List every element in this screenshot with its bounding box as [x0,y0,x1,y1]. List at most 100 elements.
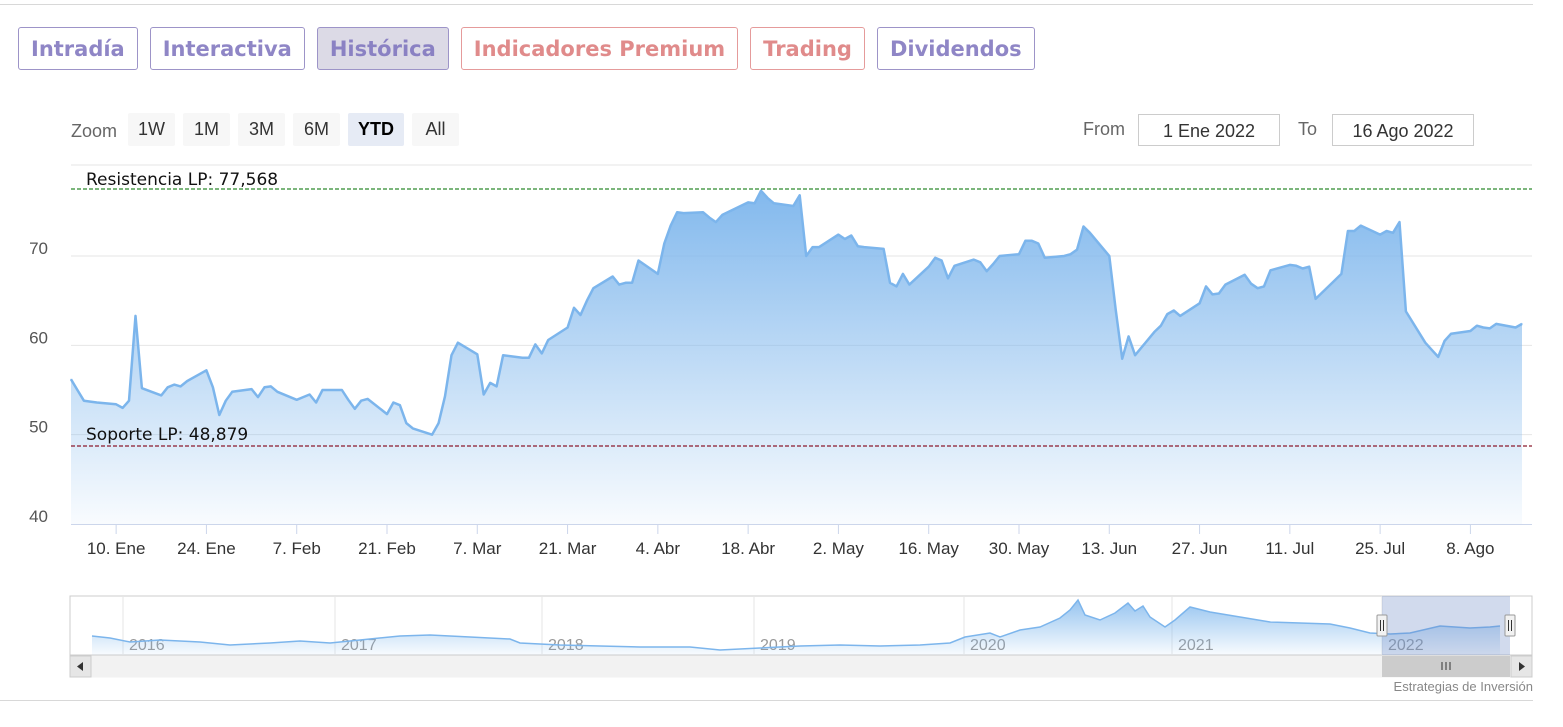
price-point [309,393,311,396]
range-from-input[interactable]: 1 Ene 2022 [1138,114,1280,146]
price-point [263,386,266,388]
price-point [818,246,820,248]
price-point [1263,285,1265,287]
price-point [521,357,524,359]
scrollbar-track[interactable] [69,655,1533,678]
tab-indicadores-premium[interactable]: Indicadores Premium [460,27,739,70]
price-point [902,273,904,275]
price-point [483,393,485,396]
price-point [928,266,930,268]
price-chart: 40 50 60 70 10. Ene 24. Ene 7. Feb 21. Feb 7. Ma… [29,164,1532,558]
zoom-button-6m[interactable]: 6M [293,113,340,146]
price-point [676,211,678,213]
y-tick-label: 70 [29,239,48,258]
price-point [1495,323,1497,325]
price-point [225,400,227,402]
price-point [1308,266,1310,268]
price-point [754,202,756,204]
price-point [1250,283,1252,285]
price-point [895,285,898,287]
price-point [431,434,433,436]
price-point [663,242,665,245]
price-point [1482,326,1484,329]
price-point [141,387,143,389]
zoom-button-1w[interactable]: 1W [128,113,175,146]
price-point [747,201,749,203]
price-point [883,248,885,250]
tab-intradía[interactable]: Intradía [18,27,138,70]
x-tick-label: 2. May [813,539,865,558]
price-point [670,225,672,227]
x-tick-label: 21. Mar [539,539,597,558]
zoom-button-ytd[interactable]: YTD [348,113,404,146]
range-to-input[interactable]: 16 Ago 2022 [1332,114,1474,146]
price-point [1024,240,1026,242]
price-point [1340,273,1342,275]
navigator-selection[interactable] [1382,596,1510,655]
price-point [863,246,865,248]
price-point [567,326,569,329]
price-point [1476,325,1478,327]
tab-histórica[interactable]: Histórica [316,27,449,70]
price-point [1469,330,1471,332]
price-point [760,190,762,192]
price-point [908,284,911,286]
price-point [657,273,659,275]
price-point [205,369,207,371]
scroll-left-button[interactable] [69,655,92,678]
scroll-right-button[interactable] [1510,655,1533,678]
tab-interactiva[interactable]: Interactiva [149,27,305,70]
price-point [1244,274,1246,276]
price-point [457,342,459,344]
price-point [212,386,214,388]
price-point [128,400,130,402]
price-point [618,284,620,286]
price-point [1044,257,1046,259]
x-tick-label: 24. Ene [177,539,236,558]
top-divider [0,4,1533,5]
price-point [89,401,91,403]
price-point [812,246,814,248]
navigator[interactable]: 2016201720182019202020212022 [0,590,1563,685]
tab-dividendos[interactable]: Dividendos [876,27,1035,70]
price-point [231,391,233,393]
price-point [1295,265,1297,267]
support-label: Soporte LP: 48,879 [86,425,248,445]
price-point [1347,230,1349,232]
price-point [321,389,324,391]
price-point [386,413,388,415]
zoom-button-1m[interactable]: 1M [183,113,230,146]
price-point [1211,293,1214,295]
price-point [547,339,549,341]
price-point [953,265,956,267]
price-point [405,422,407,424]
tab-trading[interactable]: Trading [750,27,865,70]
navigator-handle-right[interactable] [1504,614,1516,637]
price-point [360,400,362,402]
price-point [76,389,78,391]
price-point [1037,242,1039,245]
price-point [1166,313,1168,315]
price-point [1205,285,1207,287]
price-point [1315,298,1317,300]
x-tick-label: 7. Feb [273,539,321,558]
price-point [1070,253,1072,255]
price-point [1128,335,1130,337]
price-point [625,282,627,284]
tab-bar: Intradía Interactiva Histórica Indicadores … [18,27,1035,70]
resistance-label: Resistencia LP: 77,568 [86,170,278,190]
x-tick-label: 30. May [989,539,1050,558]
zoom-button-3m[interactable]: 3M [238,113,285,146]
price-area [71,190,1522,525]
price-point [1302,267,1304,270]
price-point [1082,225,1085,228]
navigator-handle-left[interactable] [1376,614,1388,637]
price-point [637,259,640,262]
price-point [715,221,717,223]
price-point [134,315,137,317]
bottom-divider [0,700,1533,701]
price-point [1218,292,1220,295]
price-point [586,300,588,302]
x-tick-label: 11. Jul [1265,539,1314,558]
zoom-button-all[interactable]: All [412,113,459,146]
